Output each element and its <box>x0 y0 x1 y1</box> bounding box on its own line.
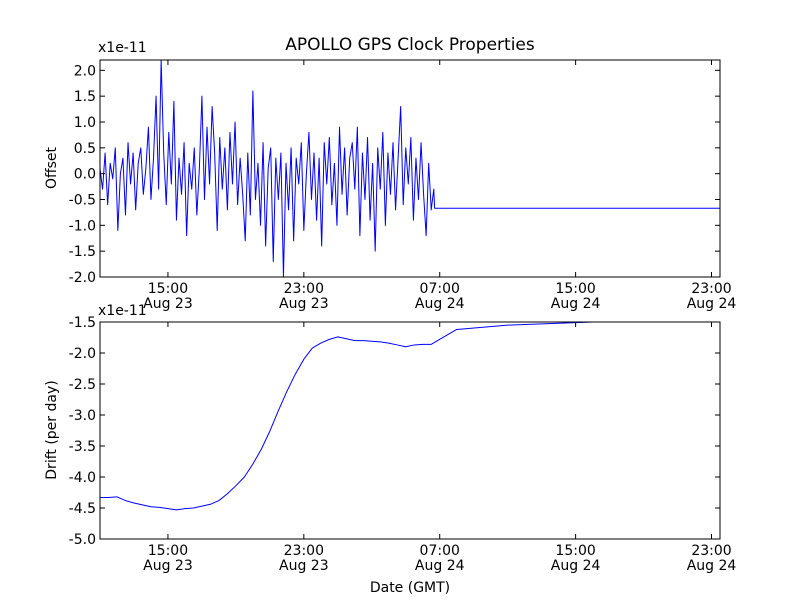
offset-x-tick-time: 23:00 <box>691 281 731 297</box>
drift-x-tick-date: Aug 24 <box>551 558 601 574</box>
offset-y-axis-label: Offset <box>44 146 60 189</box>
offset-x-tick-time: 07:00 <box>420 281 460 297</box>
offset-x-tick-date: Aug 23 <box>143 296 193 312</box>
offset-x-tick-date: Aug 23 <box>279 296 329 312</box>
drift-panel: x1e-11 Drift (per day) Date (GMT) -5.0 -4… <box>44 303 736 596</box>
drift-y-scale-label: x1e-11 <box>98 303 147 319</box>
drift-x-tick-time: 15:00 <box>148 543 188 559</box>
chart-title: APOLLO GPS Clock Properties <box>285 35 535 55</box>
offset-y-tick-label: -1.0 <box>69 218 96 234</box>
drift-x-tick-time: 23:00 <box>691 543 731 559</box>
offset-x-tick-date: Aug 24 <box>551 296 601 312</box>
drift-x-tick-date: Aug 23 <box>143 558 193 574</box>
drift-x-axis-label: Date (GMT) <box>370 580 450 596</box>
offset-y-tick-label: 0.5 <box>74 141 96 157</box>
drift-y-tick-label: -3.5 <box>69 439 96 455</box>
offset-y-tick-label: 1.0 <box>74 115 96 131</box>
drift-y-tick-label: -4.0 <box>69 470 96 486</box>
offset-x-tick-time: 15:00 <box>555 281 595 297</box>
drift-y-axis-label: Drift (per day) <box>44 380 60 479</box>
drift-y-tick-label: -3.0 <box>69 408 96 424</box>
drift-series-line <box>100 321 720 511</box>
drift-axes-frame <box>99 321 721 540</box>
drift-x-tick-date: Aug 23 <box>279 558 329 574</box>
offset-y-scale-label: x1e-11 <box>98 40 147 56</box>
offset-y-tick-label: 2.0 <box>74 63 96 79</box>
offset-x-tick-date: Aug 24 <box>687 296 737 312</box>
drift-y-tick-label: -1.5 <box>69 315 96 331</box>
offset-y-tick-label: -0.5 <box>69 193 96 209</box>
offset-y-tick-label: -1.5 <box>69 244 96 260</box>
offset-y-tick-label: -2.0 <box>69 270 96 286</box>
drift-x-tick-time: 15:00 <box>555 543 595 559</box>
offset-x-tick-time: 15:00 <box>148 281 188 297</box>
offset-axes-frame <box>99 59 721 278</box>
drift-x-tick-date: Aug 24 <box>687 558 737 574</box>
offset-x-tick-date: Aug 24 <box>415 296 465 312</box>
offset-y-tick-label: 1.5 <box>74 89 96 105</box>
drift-y-tick-label: -5.0 <box>69 532 96 548</box>
offset-series-line <box>99 59 720 278</box>
drift-x-tick-time: 07:00 <box>420 543 460 559</box>
drift-y-tick-label: -2.5 <box>69 377 96 393</box>
drift-x-tick-time: 23:00 <box>284 543 324 559</box>
offset-x-tick-time: 23:00 <box>284 281 324 297</box>
drift-y-tick-label: -2.0 <box>69 346 96 362</box>
drift-x-tick-date: Aug 24 <box>415 558 465 574</box>
offset-y-tick-label: 0.0 <box>74 167 96 183</box>
drift-y-tick-label: -4.5 <box>69 501 96 517</box>
offset-panel: x1e-11 Offset -2.0 -1.5 -1.0 -0.5 0.0 0.5 1.0 1… <box>44 40 736 312</box>
